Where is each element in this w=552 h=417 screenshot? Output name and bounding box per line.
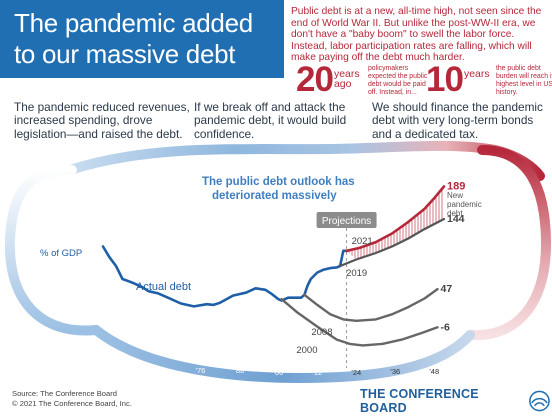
x-tick-label: '64 [157, 366, 167, 375]
stat-right: 10 years the public debt burden will rea… [426, 60, 552, 99]
x-tick-label: '76 [196, 366, 206, 375]
pandemic-debt-label: New [447, 191, 463, 200]
end-value-2019: 144 [447, 213, 465, 225]
logo-text: THE CONFERENCE BOARD [360, 387, 479, 415]
y-tick-label: 200 [84, 175, 97, 184]
x-tick-label: '52 [118, 360, 128, 369]
y-tick-label: 100 [87, 247, 100, 256]
stat-left-desc: policymakers expected the public debt wo… [367, 65, 428, 96]
y-tick-label: 150 [81, 211, 94, 220]
y-axis-ticks: 0 50 100 150 200 [81, 175, 123, 328]
mask-loop-left [4, 165, 101, 336]
page-title: The pandemic added to our massive debt [14, 8, 253, 69]
projections-label: Projections [322, 216, 371, 227]
actual-debt-label: Actual debt [136, 281, 191, 293]
intro-text: Public debt is at a new, all-time high, … [291, 6, 542, 64]
mask-band-top [65, 140, 545, 181]
series-labels: 2021 2019 2008 2000 189 144 47 -6 Newpandemicdeb… [296, 181, 481, 356]
end-value-2021: 189 [447, 181, 465, 193]
x-tick-label: '48 [429, 367, 439, 376]
x-tick-label: '88 [235, 366, 245, 375]
source-line: Source: The Conference Board [12, 389, 117, 398]
y-axis-label: % of GDP [40, 248, 82, 259]
stat-right-desc: the public debt burden will reach its hi… [495, 65, 552, 96]
column-text-2: If we break off and attack the pandemic … [194, 100, 347, 141]
x-tick-label: '24 [351, 368, 361, 377]
series-line-2021 [345, 185, 446, 253]
column-text-1: The pandemic reduced revenues, increased… [14, 100, 190, 141]
series-line-2008 [303, 287, 439, 322]
mask-loop-right [465, 145, 552, 341]
end-value-2008: 47 [441, 283, 453, 295]
source-note: Source: The Conference Board © 2021 The … [12, 389, 132, 409]
copyright-line: © 2021 The Conference Board, Inc. [12, 399, 132, 408]
x-tick-label: '36 [390, 367, 400, 376]
x-tick-label: '12 [312, 368, 322, 377]
x-tick-label: '00 [273, 368, 283, 377]
logo-mark-icon [529, 390, 550, 412]
series-line-2000 [280, 298, 439, 347]
stat-left: 20 years ago policymakers expected the p… [296, 60, 434, 99]
series-line-2019 [339, 217, 446, 268]
chart-annotation-line-1: The public debt outlook has [202, 176, 355, 188]
column-text-3: We should finance the pandemic debt with… [372, 100, 543, 141]
pandemic-debt-label: debt [447, 209, 463, 218]
stat-right-unit: years [463, 68, 490, 80]
label-2008: 2008 [311, 327, 332, 338]
label-2000: 2000 [296, 345, 317, 356]
series-layer [101, 185, 446, 347]
y-tick-label: 0 [119, 319, 123, 328]
stat-left-unit: years ago [333, 68, 360, 90]
pandemic-debt-label: pandemic [447, 200, 482, 209]
projections-label-box [316, 212, 377, 228]
stat-left-number: 20 [296, 60, 334, 99]
title-box: The pandemic added to our massive debt [0, 0, 284, 78]
label-2021: 2021 [352, 236, 373, 247]
x-tick-label: '46 [98, 360, 108, 369]
pandemic-debt-area [346, 186, 444, 260]
end-value-2000: -6 [441, 321, 450, 333]
mask-band-bottom [91, 325, 475, 384]
chart-annotation-line-2: deteriorated massively [212, 190, 337, 202]
conference-board-logo: THE CONFERENCE BOARD [360, 387, 552, 415]
label-2019: 2019 [346, 268, 367, 279]
series-line-actual-debt [101, 245, 348, 308]
stat-right-number: 10 [426, 60, 464, 99]
x-axis-ticks: '46 '52 '64 '76 '88 '00 '12 '24 '36 '48 [98, 360, 439, 377]
y-tick-label: 50 [94, 283, 102, 292]
